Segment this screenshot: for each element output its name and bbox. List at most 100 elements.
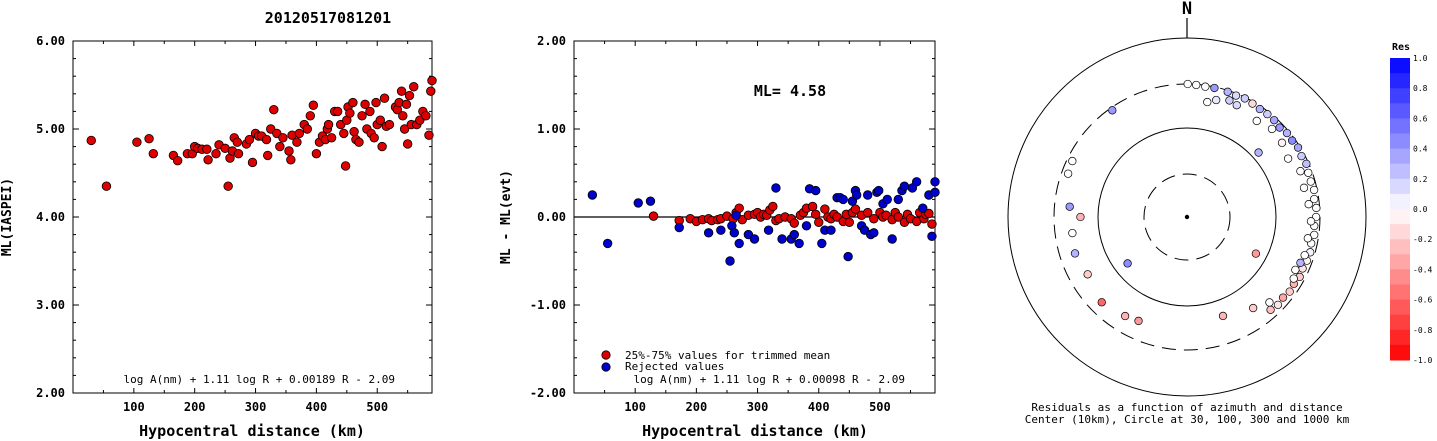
rejected-point — [927, 231, 937, 242]
ml-annotation: ML= 4.58 — [754, 82, 826, 100]
colorbar-ticks: 1.0 0.8 0.6 0.4 0.2 0.0 -0.2 -0.4 -0.6 -0.8 -1.0 — [1413, 54, 1432, 365]
station-point — [1310, 194, 1319, 204]
rejected-point — [763, 225, 774, 235]
ml-point — [404, 90, 415, 101]
rejected-point — [893, 194, 903, 205]
station-point — [1240, 94, 1249, 103]
station-point — [1312, 203, 1321, 213]
rejected-point — [899, 181, 910, 191]
colorbar-cell — [1390, 148, 1410, 165]
ml-point — [365, 106, 375, 117]
colorbar-tick-label: -0.6 — [1413, 296, 1432, 305]
colorbar-cell — [1390, 299, 1410, 316]
trimmed-point — [924, 208, 934, 219]
ml-point — [247, 157, 258, 168]
ml-point — [371, 97, 381, 108]
colorbar-tick-label: 0.0 — [1413, 205, 1428, 214]
station-point — [1266, 305, 1275, 314]
colorbar-cell — [1390, 178, 1410, 195]
rejected-point — [918, 203, 928, 213]
north-label: N — [1182, 0, 1192, 19]
trimmed-point — [862, 207, 873, 218]
rejected-point — [887, 234, 897, 244]
ml-point — [396, 86, 407, 96]
ml-point — [345, 108, 355, 118]
trimmed-point — [768, 201, 778, 212]
ml-point — [311, 148, 322, 159]
rejected-point — [801, 221, 812, 231]
station-point — [1212, 95, 1221, 105]
station-point — [1063, 169, 1073, 178]
ml-point — [348, 97, 358, 108]
station-point — [1183, 79, 1192, 89]
rejected-point — [716, 225, 726, 235]
rejected-point — [731, 210, 741, 220]
ml-plot-ylabel: ML(IASPEI) — [0, 178, 15, 256]
x-tick-label: 100 — [123, 400, 145, 414]
ml-point — [384, 119, 395, 130]
trimmed-point — [648, 211, 659, 221]
station-point — [1310, 230, 1319, 240]
x-tick-label: 300 — [747, 400, 769, 414]
y-tick-label: 4.00 — [36, 210, 65, 224]
ml-point — [402, 139, 413, 149]
station-point — [1299, 183, 1309, 192]
colorbar-cells — [1390, 58, 1410, 361]
ml-point — [354, 137, 364, 147]
ml-point — [101, 181, 112, 191]
ml-plot-axes: 100 200 300 400 500 2.00 3.00 4.00 5.00 6.00 — [36, 34, 432, 414]
ml-plot-formula: log A(nm) + 1.11 log R + 0.00189 R - 2.0… — [123, 373, 395, 386]
rejected-point — [777, 234, 787, 244]
station-point — [1083, 270, 1092, 279]
ml-point — [269, 104, 279, 115]
ml-plot-frame — [72, 40, 433, 394]
ml-point — [244, 134, 255, 145]
ml-point — [172, 155, 183, 166]
station-point — [1303, 234, 1312, 243]
colorbar: Res 1.0 0.8 0.6 0.4 0.2 0.0 -0.2 -0.4 -0.6 -0.8 -1… — [1390, 42, 1432, 365]
rejected-point — [703, 228, 714, 238]
rejected-point — [817, 238, 827, 249]
colorbar-cell — [1390, 269, 1410, 285]
station-point — [1296, 167, 1305, 176]
station-point — [1076, 212, 1085, 222]
y-tick-label: 1.00 — [537, 122, 566, 136]
ml-point — [223, 181, 233, 191]
ml-point — [308, 100, 319, 110]
rejected-point — [911, 177, 922, 187]
rejected-point — [882, 194, 892, 205]
azimuth-plot-points — [1063, 79, 1321, 326]
x-tick-label: 400 — [306, 400, 328, 414]
colorbar-cell — [1390, 58, 1410, 74]
rejected-point — [838, 194, 848, 205]
station-point — [1231, 91, 1241, 100]
station-point — [1275, 123, 1284, 132]
colorbar-cell — [1390, 284, 1410, 301]
station-point — [1267, 124, 1277, 134]
colorbar-cell — [1390, 88, 1410, 104]
ml-point — [323, 119, 334, 130]
circle-30km — [1143, 173, 1231, 261]
trimmed-point — [850, 204, 861, 214]
station-point — [1300, 251, 1309, 260]
x-tick-label: 400 — [808, 400, 830, 414]
colorbar-cell — [1390, 314, 1410, 331]
ml-point — [421, 111, 431, 121]
station-point — [1304, 200, 1313, 209]
station-point — [1285, 287, 1294, 296]
trimmed-point — [927, 219, 937, 229]
rejected-point — [843, 251, 853, 262]
station-point — [1309, 185, 1319, 195]
colorbar-cell — [1390, 103, 1410, 119]
ml-point — [292, 137, 302, 147]
ml-point — [326, 133, 337, 143]
ml-plot-points — [86, 75, 437, 191]
rejected-point — [826, 225, 836, 235]
colorbar-cell — [1390, 193, 1410, 210]
station-point — [1293, 143, 1303, 152]
colorbar-tick-label: 0.6 — [1413, 114, 1428, 123]
station-point — [1070, 249, 1080, 258]
rejected-point — [645, 196, 656, 206]
rejected-point — [674, 222, 684, 233]
ml-point — [409, 82, 419, 92]
